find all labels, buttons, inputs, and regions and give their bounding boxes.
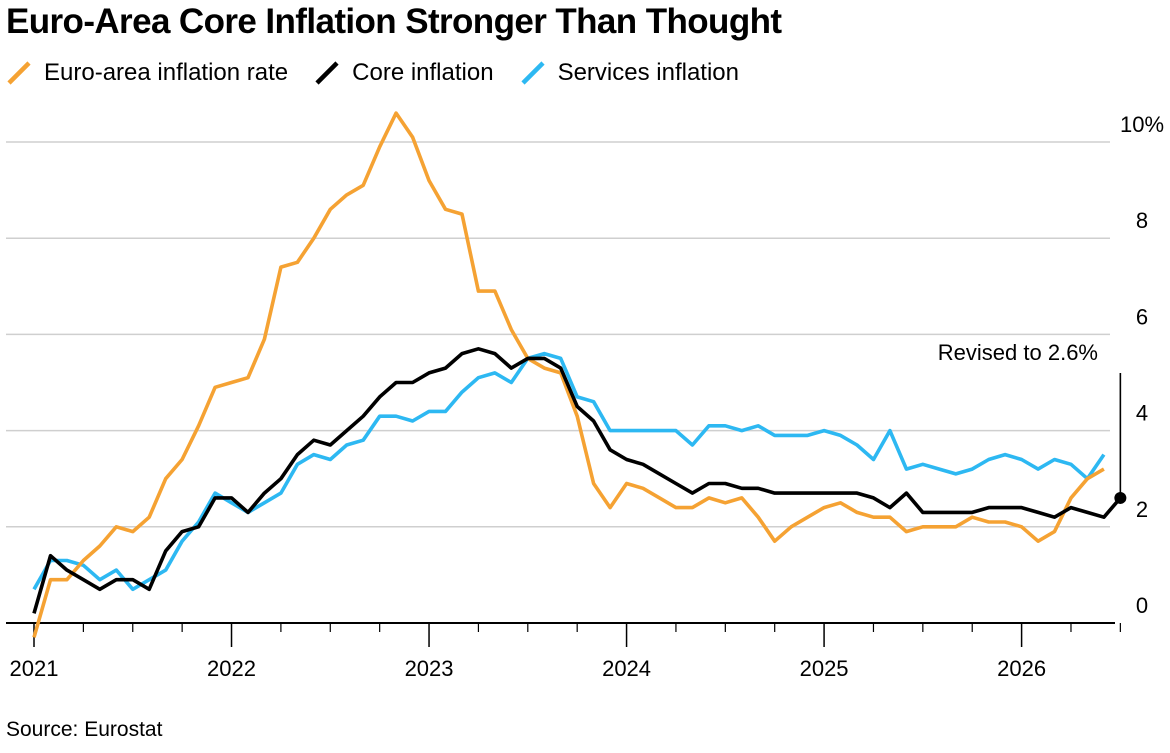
series-line-core	[32, 346, 1122, 614]
legend-item-core: Core inflation	[314, 58, 494, 88]
legend-swatch-headline	[7, 61, 31, 85]
x-tick-label-2023: 2023	[405, 656, 454, 681]
y-tick-label-0: 0	[1136, 593, 1148, 618]
series-line-services	[32, 351, 1106, 592]
x-tick-label-2022: 2022	[207, 656, 256, 681]
legend-item-headline: Euro-area inflation rate	[6, 58, 288, 88]
series-line-headline	[32, 111, 1105, 638]
x-tick-label-2021: 2021	[10, 656, 59, 681]
legend-swatch-core	[315, 61, 339, 85]
annotation-marker	[1114, 491, 1127, 504]
y-tick-label-8: 8	[1136, 208, 1148, 233]
legend-swatch-services	[520, 61, 545, 85]
x-tick-label-2025: 2025	[800, 656, 849, 681]
legend-label-core: Core inflation	[352, 59, 494, 86]
x-tick-label-2024: 2024	[602, 656, 651, 681]
y-tick-label-6: 6	[1136, 304, 1148, 329]
legend: Euro-area inflation rate Core inflation …	[6, 58, 765, 88]
legend-label-headline: Euro-area inflation rate	[44, 59, 289, 86]
annotation-label: Revised to 2.6%	[938, 340, 1098, 365]
x-tick-label-2026: 2026	[997, 656, 1046, 681]
legend-item-services: Services inflation	[520, 58, 739, 88]
source-note: Source: Eurostat	[6, 718, 163, 741]
y-tick-label-4: 4	[1136, 401, 1148, 426]
y-tick-label-10: 10%	[1120, 112, 1164, 137]
chart-title: Euro-Area Core Inflation Stronger Than T…	[6, 2, 782, 41]
y-tick-label-2: 2	[1136, 497, 1148, 522]
legend-label-services: Services inflation	[557, 59, 739, 86]
